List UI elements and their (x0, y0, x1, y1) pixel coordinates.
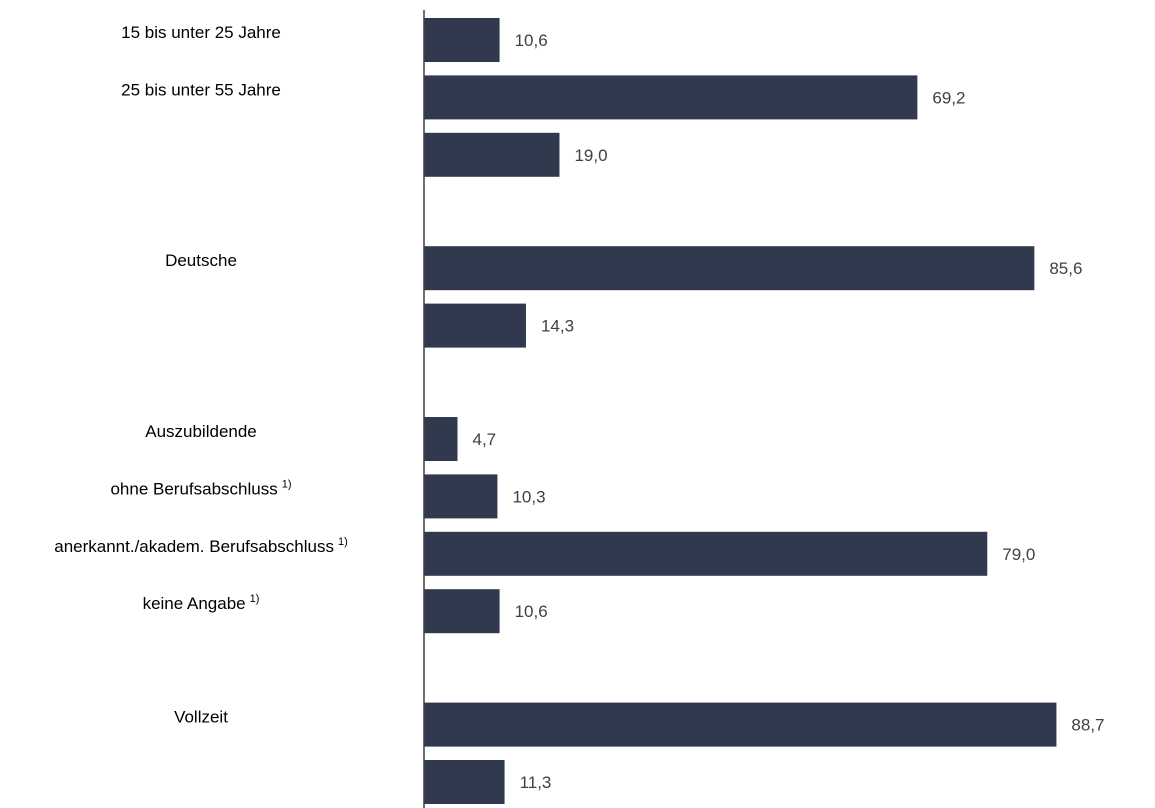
bar (424, 246, 1035, 291)
value-label: 11,3 (520, 773, 552, 792)
category-label: Vollzeit (174, 708, 228, 727)
bar (424, 417, 458, 461)
value-label: 10,6 (515, 602, 548, 621)
category-label-text: 15 bis unter 25 Jahre (121, 23, 281, 42)
value-label: 85,6 (1049, 259, 1082, 278)
value-label: 69,2 (932, 88, 965, 107)
category-label: keine Angabe 1) (143, 593, 260, 613)
bar (424, 474, 498, 519)
footnote-marker: 1) (250, 593, 260, 605)
category-label: Auszubildende (145, 422, 257, 441)
category-label: 15 bis unter 25 Jahre (121, 23, 281, 42)
category-label-text: anerkannt./akadem. Berufsabschluss (54, 537, 334, 556)
bar (424, 303, 526, 348)
value-label: 19,0 (574, 146, 607, 165)
category-label: Deutsche (165, 251, 237, 270)
value-labels: 10,6 69,2 19,0 85,6 14,3 4,7 10,3 79,0 10,6 88,7 1… (473, 31, 1105, 792)
category-label-text: Vollzeit (174, 708, 228, 727)
value-label: 10,6 (515, 31, 548, 50)
bars (424, 18, 1057, 804)
category-label: ohne Berufsabschluss 1) (110, 478, 291, 498)
value-label: 4,7 (473, 430, 497, 449)
footnote-marker: 1) (282, 478, 292, 490)
category-label: anerkannt./akadem. Berufsabschluss 1) (54, 536, 348, 556)
footnote-marker: 1) (338, 536, 348, 548)
bar (424, 132, 560, 177)
category-label-text: keine Angabe (143, 594, 246, 613)
category-labels: 15 bis unter 25 Jahre 25 bis unter 55 Jah… (54, 23, 348, 727)
category-label-text: 25 bis unter 55 Jahre (121, 80, 281, 99)
value-label: 10,3 (512, 487, 545, 506)
category-label-text: Auszubildende (145, 422, 257, 441)
bar (424, 75, 918, 120)
bar (424, 18, 500, 62)
category-label-text: Deutsche (165, 251, 237, 270)
category-label: 25 bis unter 55 Jahre (121, 80, 281, 99)
value-label: 14,3 (541, 317, 574, 336)
category-label-text: ohne Berufsabschluss (110, 479, 277, 498)
value-label: 79,0 (1002, 545, 1035, 564)
value-label: 88,7 (1071, 716, 1104, 735)
bar (424, 589, 500, 634)
bar (424, 702, 1057, 747)
bar (424, 531, 988, 576)
bar (424, 760, 505, 804)
